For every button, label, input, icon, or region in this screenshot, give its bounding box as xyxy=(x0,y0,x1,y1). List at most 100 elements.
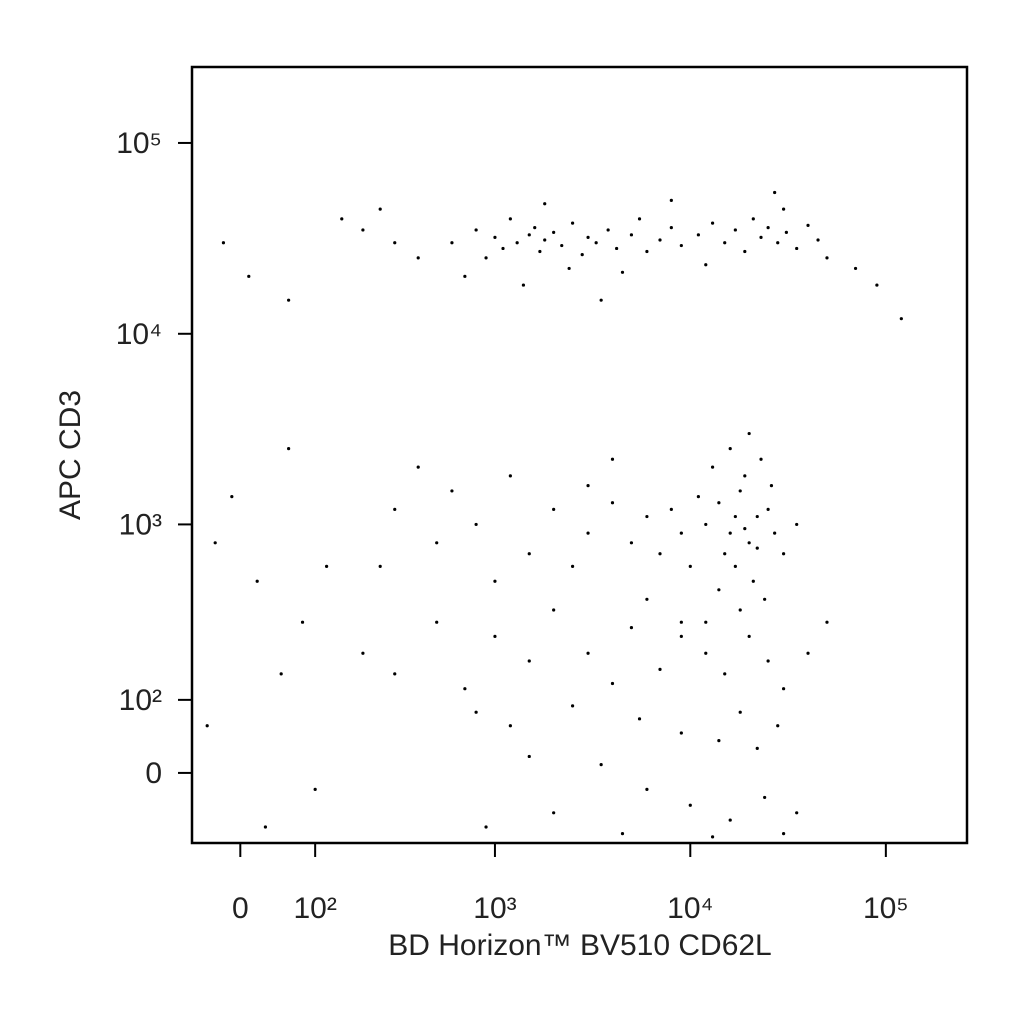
data-point xyxy=(474,228,478,232)
data-point xyxy=(255,579,259,583)
y-tick-label: 0 xyxy=(145,757,162,790)
data-point xyxy=(704,651,708,655)
data-point xyxy=(416,256,420,260)
data-point xyxy=(710,835,715,839)
data-point xyxy=(586,651,590,655)
data-point xyxy=(543,202,547,206)
data-point xyxy=(580,252,584,257)
data-point xyxy=(552,811,556,815)
data-point xyxy=(552,507,556,511)
data-point xyxy=(717,738,721,743)
data-point xyxy=(620,270,625,274)
data-point xyxy=(599,298,603,302)
data-point xyxy=(733,514,737,519)
data-point xyxy=(552,230,556,234)
data-point xyxy=(560,243,564,248)
data-point xyxy=(501,246,505,251)
data-point xyxy=(728,818,732,822)
data-point xyxy=(221,241,226,245)
data-point xyxy=(738,489,742,493)
data-point xyxy=(806,651,810,655)
data-point xyxy=(755,514,759,519)
data-point xyxy=(776,724,780,728)
data-point xyxy=(263,825,268,829)
data-point xyxy=(769,483,774,488)
data-point xyxy=(570,704,575,708)
data-point xyxy=(766,226,770,230)
data-point xyxy=(688,803,692,807)
data-point xyxy=(247,274,251,278)
data-point xyxy=(704,522,708,527)
x-tick-label: 10² xyxy=(293,892,336,925)
data-point xyxy=(279,672,283,676)
data-point xyxy=(610,501,615,505)
data-point xyxy=(287,447,291,451)
x-axis-label: BD Horizon™ BV510 CD62L xyxy=(388,929,772,962)
data-point xyxy=(474,522,478,527)
data-point xyxy=(795,811,799,815)
data-point xyxy=(723,552,727,556)
data-point xyxy=(508,724,512,728)
data-point xyxy=(751,217,755,221)
data-point xyxy=(776,241,780,245)
data-point xyxy=(645,514,649,519)
data-point xyxy=(728,447,732,451)
data-point xyxy=(527,552,531,556)
data-point xyxy=(552,608,556,612)
data-point xyxy=(594,241,598,245)
y-axis-label: APC CD3 xyxy=(54,390,87,520)
data-point xyxy=(658,667,662,672)
data-point xyxy=(766,659,770,663)
data-point xyxy=(723,241,727,245)
data-point xyxy=(738,710,742,714)
data-point xyxy=(493,634,497,638)
data-point xyxy=(213,541,217,545)
data-point xyxy=(717,588,721,592)
data-point xyxy=(743,527,747,531)
data-point xyxy=(416,465,420,469)
data-point xyxy=(743,474,747,478)
data-point xyxy=(340,217,344,221)
data-point xyxy=(570,564,575,568)
data-point xyxy=(781,207,786,211)
data-point xyxy=(795,522,799,527)
data-point xyxy=(875,283,879,287)
x-tick-label: 10³ xyxy=(473,892,516,925)
data-point xyxy=(781,552,786,556)
data-point xyxy=(493,235,497,239)
data-point xyxy=(313,787,317,791)
data-point xyxy=(853,266,858,271)
data-point xyxy=(679,531,683,535)
data-point xyxy=(637,717,642,721)
data-point xyxy=(527,233,531,237)
data-point xyxy=(704,620,708,624)
data-point xyxy=(773,190,777,195)
data-point xyxy=(795,246,799,251)
data-point xyxy=(763,795,767,800)
data-point xyxy=(361,228,365,232)
data-point xyxy=(493,579,497,583)
data-point xyxy=(393,672,397,676)
data-point xyxy=(230,495,234,499)
data-point xyxy=(637,217,642,221)
data-point xyxy=(781,832,786,836)
data-point xyxy=(324,564,329,568)
data-point xyxy=(620,832,625,836)
data-point xyxy=(586,483,590,488)
data-point xyxy=(515,241,519,245)
data-point xyxy=(527,754,531,759)
y-tick-label: 10² xyxy=(119,684,162,717)
data-point xyxy=(679,634,683,638)
data-point xyxy=(645,597,649,601)
data-point xyxy=(463,687,467,691)
data-point xyxy=(763,597,767,601)
data-point xyxy=(728,531,732,535)
data-point xyxy=(527,659,531,663)
data-point xyxy=(688,564,692,568)
data-point xyxy=(463,274,467,278)
data-point xyxy=(773,531,777,535)
data-point xyxy=(533,226,537,230)
data-point xyxy=(606,228,610,232)
data-point xyxy=(474,710,478,714)
